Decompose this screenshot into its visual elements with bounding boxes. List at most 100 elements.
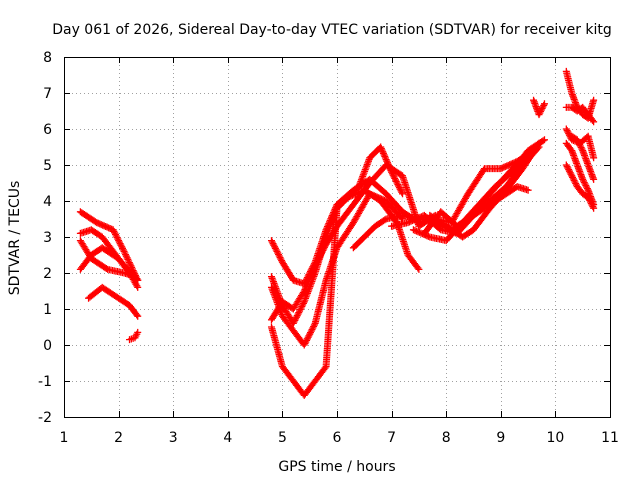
data-point: [114, 235, 122, 243]
data-point: [123, 254, 131, 262]
data-point: [310, 321, 318, 329]
data-point: [565, 166, 573, 174]
data-point: [534, 141, 542, 149]
data-point: [392, 176, 399, 184]
series-s11: [267, 143, 407, 399]
data-point: [305, 332, 313, 340]
data-point: [308, 270, 316, 278]
data-point: [590, 175, 598, 183]
x-tick-label: 5: [278, 430, 287, 446]
data-point: [272, 246, 280, 254]
x-tick-label: 9: [496, 430, 505, 446]
data-point: [110, 227, 118, 235]
data-point: [271, 244, 279, 252]
data-point: [134, 328, 142, 336]
data-point: [301, 285, 309, 293]
data-point: [270, 241, 278, 249]
data-point: [102, 265, 110, 272]
data-point: [117, 241, 125, 249]
data-point: [384, 160, 392, 168]
y-tick-label: 2: [43, 266, 52, 282]
data-point: [312, 260, 320, 268]
y-tick-labels: -2 -1 0 1 2 3 4 5 6 7 8: [38, 50, 52, 426]
data-point: [296, 306, 304, 314]
data-point: [414, 264, 422, 272]
data-point: [119, 246, 127, 254]
x-tick-label: 10: [546, 430, 564, 446]
data-point: [294, 310, 302, 318]
data-point: [122, 252, 130, 260]
data-point: [304, 333, 312, 341]
series-s4: [76, 237, 139, 281]
y-tick-label: 3: [43, 230, 52, 246]
data-point: [524, 186, 532, 194]
data-point: [579, 177, 587, 185]
data-point: [320, 245, 328, 253]
data-point: [590, 96, 598, 104]
data-point: [299, 299, 307, 307]
data-point: [301, 339, 309, 347]
data-point: [321, 243, 329, 251]
data-point: [128, 263, 136, 271]
data-point: [267, 237, 275, 245]
data-point: [383, 157, 391, 165]
y-tick-label: 7: [43, 86, 52, 102]
series-s6: [126, 328, 142, 344]
data-point: [300, 287, 308, 295]
data-point: [305, 276, 313, 284]
data-point: [302, 338, 310, 346]
data-point: [268, 238, 276, 246]
data-point: [127, 262, 135, 270]
data-point: [296, 307, 304, 315]
data-point: [565, 167, 573, 175]
data-point: [377, 145, 385, 153]
data-point: [389, 171, 397, 179]
data-point: [269, 240, 277, 248]
data-point: [306, 273, 314, 281]
data-point: [535, 111, 543, 119]
data-point: [273, 247, 281, 255]
data-point: [309, 324, 317, 332]
series-s22: [562, 161, 598, 212]
data-point: [303, 335, 311, 343]
data-point: [564, 164, 572, 172]
series-s10: [267, 161, 439, 324]
data-point: [398, 188, 406, 196]
data-point: [381, 154, 389, 162]
data-point: [304, 278, 312, 286]
series-s5: [85, 283, 142, 320]
data-point: [538, 104, 546, 112]
data-point: [310, 322, 318, 330]
data-point: [579, 175, 587, 183]
data-point: [379, 149, 387, 157]
y-tick-label: 4: [43, 194, 52, 210]
data-point: [314, 256, 322, 264]
data-point: [539, 103, 547, 111]
data-point: [134, 312, 142, 320]
data-point: [382, 156, 390, 164]
data-point: [302, 284, 310, 292]
data-point: [390, 173, 398, 181]
y-tick-label: -1: [38, 374, 52, 390]
y-tick-label: 8: [43, 50, 52, 66]
data-point: [563, 163, 571, 171]
data-point: [298, 302, 306, 310]
data-point: [134, 283, 142, 291]
data-point: [111, 229, 119, 237]
data-point: [569, 175, 577, 183]
data-point: [397, 187, 405, 195]
data-point: [537, 108, 545, 116]
data-point: [116, 240, 124, 248]
data-point: [308, 326, 316, 334]
data-point: [131, 273, 139, 281]
data-point: [299, 301, 307, 309]
data-point: [318, 248, 326, 256]
data-point: [540, 100, 548, 108]
data-point: [562, 161, 570, 169]
series-s3: [76, 244, 142, 291]
data-point: [308, 268, 316, 276]
series-s16: [426, 139, 543, 241]
data-point: [536, 109, 544, 117]
chart-title: Day 061 of 2026, Sidereal Day-to-day VTE…: [52, 22, 612, 38]
